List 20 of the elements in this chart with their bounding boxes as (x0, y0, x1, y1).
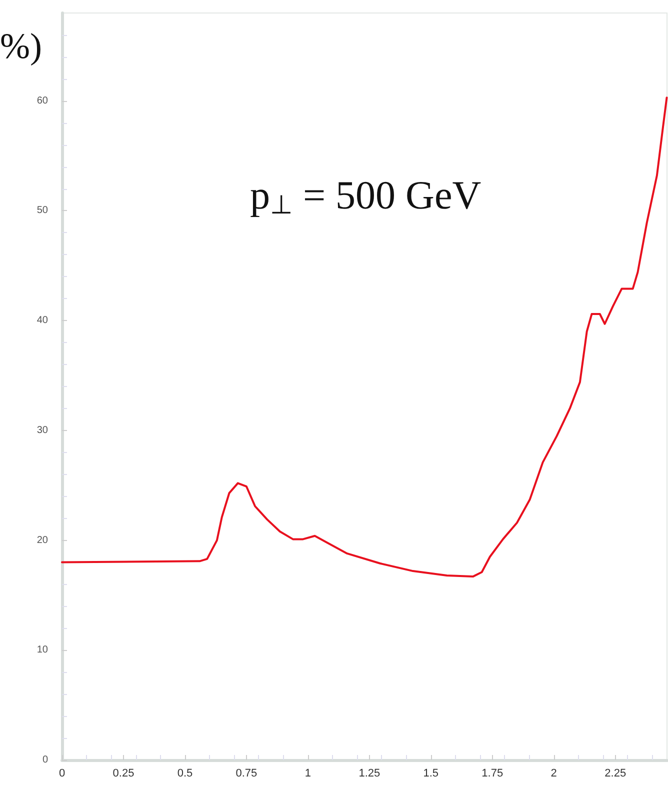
x-tick-label: 2 (550, 768, 557, 780)
y-axis-title: %) (0, 26, 42, 66)
x-tick-label: 2.25 (604, 768, 626, 780)
x-tick-label: 0.75 (236, 768, 258, 780)
y-tick-label: 50 (36, 205, 48, 216)
y-tick-label: 40 (36, 315, 48, 326)
y-tick-label: 0 (42, 754, 48, 766)
x-tick-label: 0 (58, 768, 66, 780)
annotation: p⊥ = 500 GeV (250, 172, 482, 220)
y-tick-label: 20 (36, 534, 48, 546)
x-tick-label: 0.5 (177, 768, 193, 780)
x-tick-label: 1.5 (423, 768, 439, 780)
x-tick-label: 1.25 (358, 768, 380, 780)
y-tick-label: 60 (36, 95, 48, 106)
y-tick-label: 10 (36, 644, 48, 656)
x-tick-label: 0.25 (112, 768, 134, 780)
x-tick-label: 1.75 (482, 768, 504, 780)
y-tick-label: 30 (36, 424, 48, 436)
x-tick-label: 1 (304, 768, 311, 780)
line-series (61, 96, 668, 578)
